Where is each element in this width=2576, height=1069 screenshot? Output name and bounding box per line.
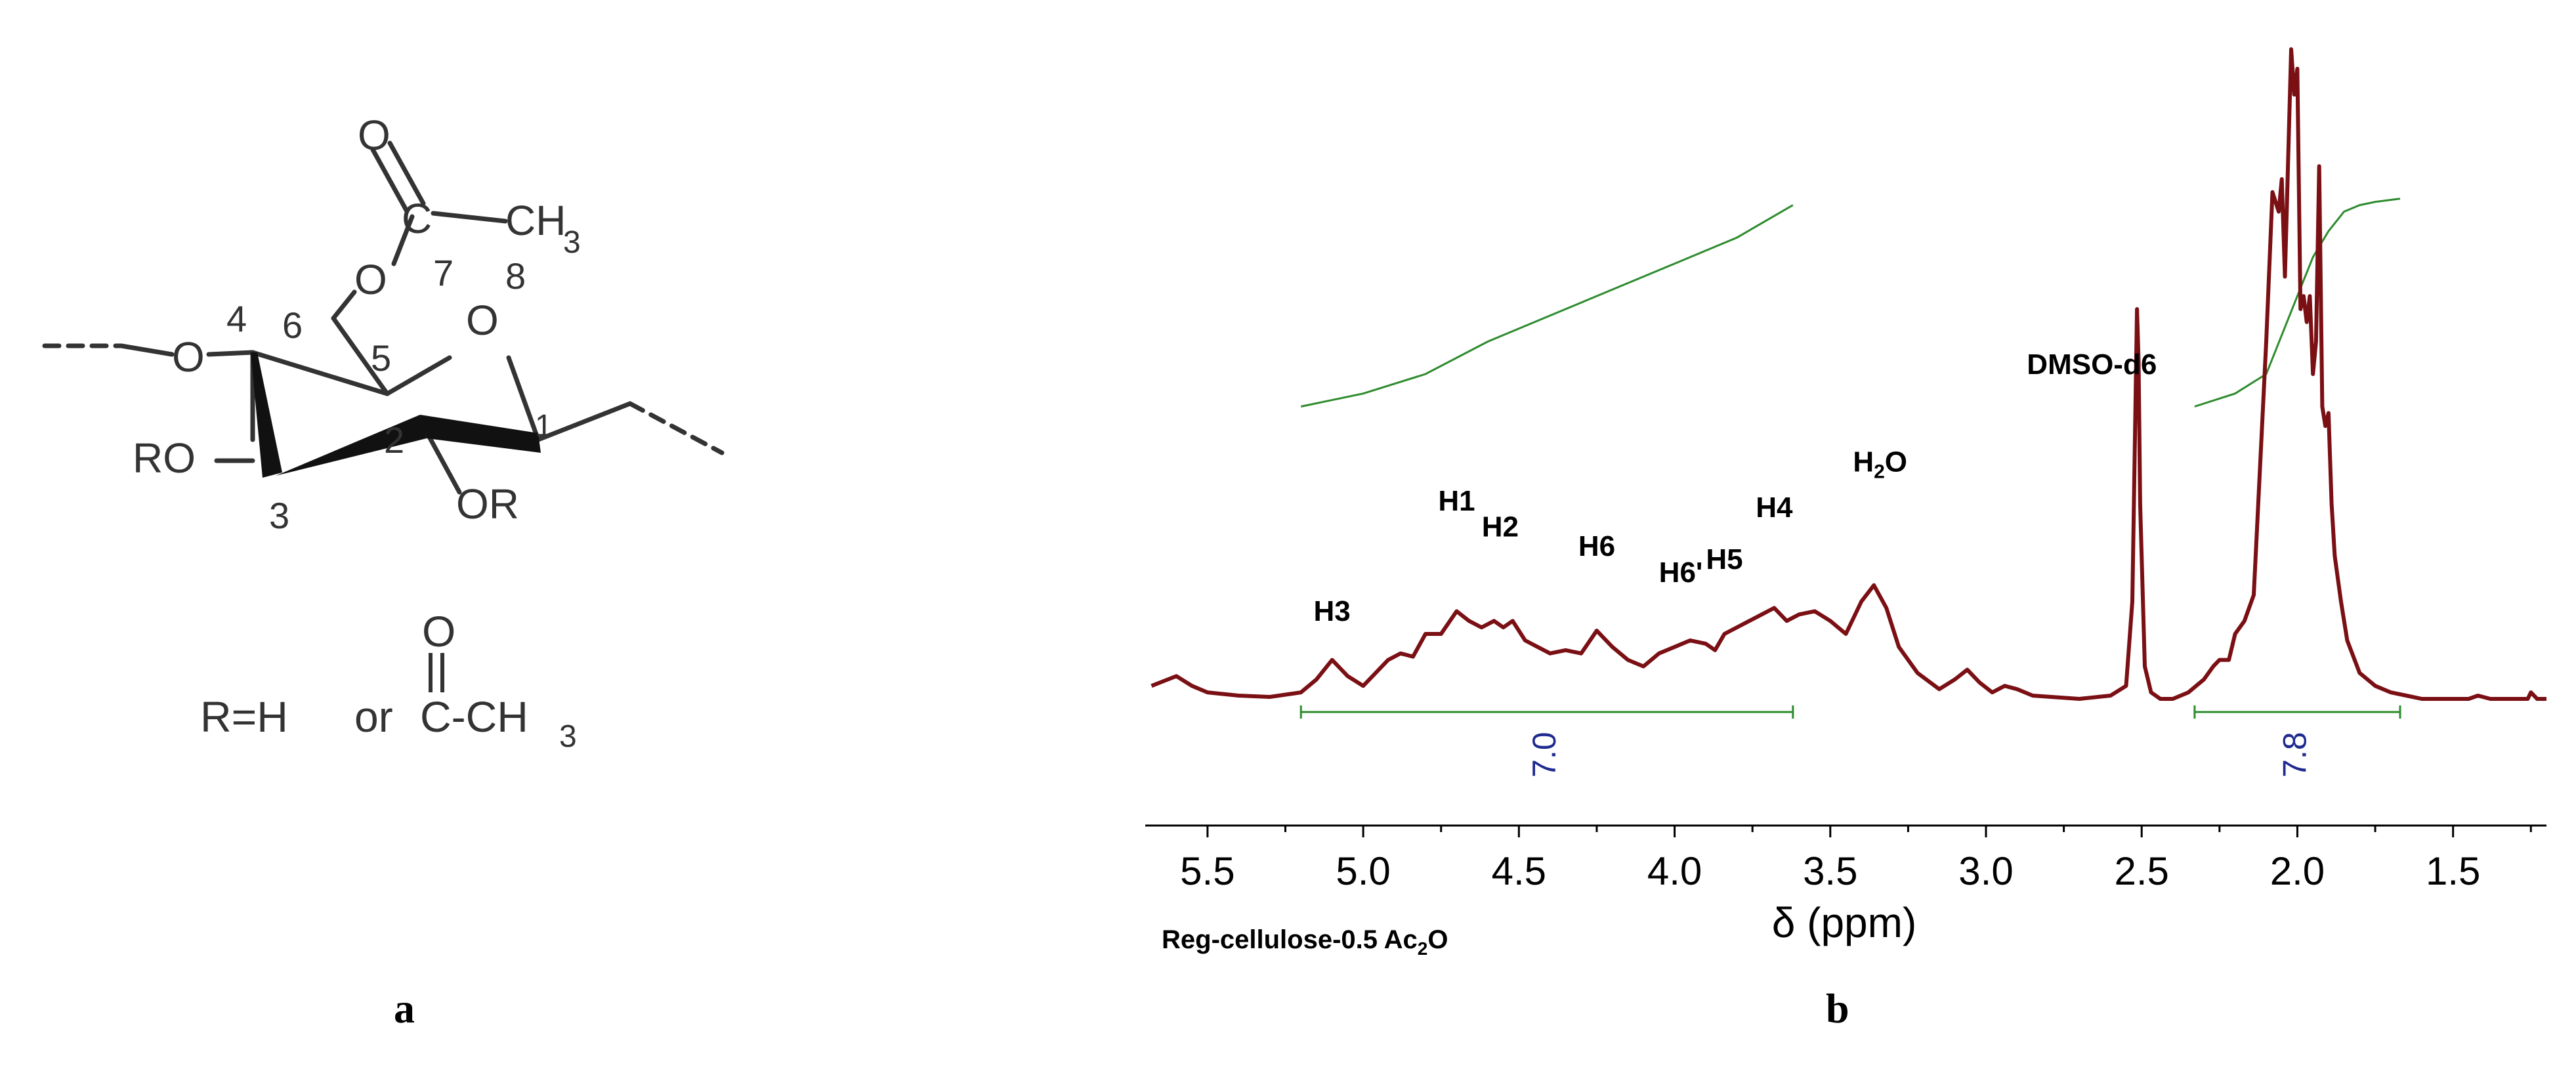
atom-number-5: 5: [371, 337, 391, 379]
dashed-bond-right: [627, 401, 725, 455]
or-substituent-label: OR: [456, 480, 519, 528]
x-tick-label: 3.0: [1958, 849, 2013, 893]
x-tick-label: 4.5: [1492, 849, 1546, 893]
bond-c5-c6: [331, 316, 390, 396]
nmr-spectrum-chart: 5.5 5.0 4.5 4.0 3.5 3.0 2.5 2.0 1.5 7.0 7.8 H3H1H…: [1145, 47, 2546, 959]
glycosidic-o-label: O: [172, 333, 205, 381]
atom-number-4: 4: [226, 298, 247, 339]
integral-value: 7.0: [1526, 732, 1563, 778]
peak-annotation: H4: [1756, 492, 1793, 524]
sample-label: Reg-cellulose-0.5 Ac2O: [1162, 925, 1448, 959]
x-tick-label: 2.5: [2115, 849, 2169, 893]
panel-b-letter: b: [1826, 985, 1849, 1032]
integral-curve: [1300, 204, 1794, 408]
r-definition-or: or: [354, 692, 393, 741]
integral-curve: [2194, 198, 2401, 408]
wedge-c2-c1: [420, 415, 541, 453]
bond-c5-ring-o: [385, 355, 452, 396]
bond-ring-o-c1: [506, 355, 541, 442]
bond-o-c7: [391, 214, 415, 266]
x-tick-label: 4.0: [1647, 849, 1702, 893]
x-tick-label: 5.0: [1336, 849, 1390, 893]
integrals: 7.0 7.8: [1299, 198, 2401, 778]
ester-o-label: O: [354, 256, 387, 303]
sample-label-subscript: 2: [1418, 938, 1428, 959]
r-definition-lhs: R=H: [200, 692, 288, 741]
r-definition-acyl: C-CH: [420, 692, 528, 741]
bond-c7-o-double-2: [387, 140, 426, 206]
bond-c6-o: [331, 289, 357, 321]
r-definition-acyl-oxygen: O: [422, 607, 455, 656]
peak-annotation: H2O: [1853, 446, 1907, 483]
bond-c1-right: [536, 401, 633, 442]
ro-substituent-label: RO: [133, 434, 196, 482]
bond-glycosidic-o: [119, 343, 175, 357]
integral-value: 7.8: [2277, 732, 2313, 778]
x-axis-ticks: 5.5 5.0 4.5 4.0 3.5 3.0 2.5 2.0 1.5: [1180, 826, 2532, 893]
bond-c4-c5: [250, 350, 390, 396]
bond-c7-o-double-1: [370, 147, 410, 214]
panel-a-letter: a: [394, 985, 415, 1032]
peak-annotation: H1: [1438, 485, 1475, 517]
carbonyl-o-label: O: [358, 112, 391, 159]
atom-number-7: 7: [433, 252, 454, 293]
bond-c7-ch3: [431, 211, 508, 224]
x-tick-label: 5.5: [1180, 849, 1235, 893]
peak-annotation: H3: [1314, 595, 1351, 627]
x-tick-label: 3.5: [1803, 849, 1857, 893]
x-tick-label: 1.5: [2426, 849, 2480, 893]
ring-o-label: O: [466, 297, 499, 344]
x-tick-label: 2.0: [2270, 849, 2325, 893]
peak-annotation: H5: [1706, 543, 1742, 576]
bond-o-c4: [206, 350, 255, 357]
x-axis-label: δ (ppm): [1772, 899, 1917, 946]
atom-number-8: 8: [505, 255, 526, 297]
sample-label-main: Reg-cellulose-0.5 Ac: [1162, 925, 1418, 954]
cellulose-acetate-structure: [42, 140, 725, 495]
carbonyl-c-label: C: [402, 195, 432, 242]
sample-label-end: O: [1427, 925, 1448, 954]
wedge-c3-c2: [276, 415, 427, 476]
atom-number-3: 3: [269, 495, 289, 536]
atom-number-2: 2: [384, 419, 404, 461]
methyl-subscript: 3: [563, 225, 581, 260]
r-definition: R=H or C-CH 3 O: [200, 607, 577, 754]
peak-annotation: DMSO-d6: [2027, 348, 2157, 381]
spectrum-line: [1151, 47, 2546, 701]
atom-number-6: 6: [282, 304, 303, 346]
peak-annotation: H6': [1659, 556, 1703, 589]
wedge-c4-c3: [251, 352, 282, 478]
peak-annotation: H2: [1482, 511, 1519, 543]
peak-annotation: H6: [1578, 530, 1615, 562]
methyl-label: CH: [505, 197, 566, 244]
r-definition-acyl-subscript: 3: [559, 719, 577, 754]
atom-number-1: 1: [535, 409, 553, 444]
